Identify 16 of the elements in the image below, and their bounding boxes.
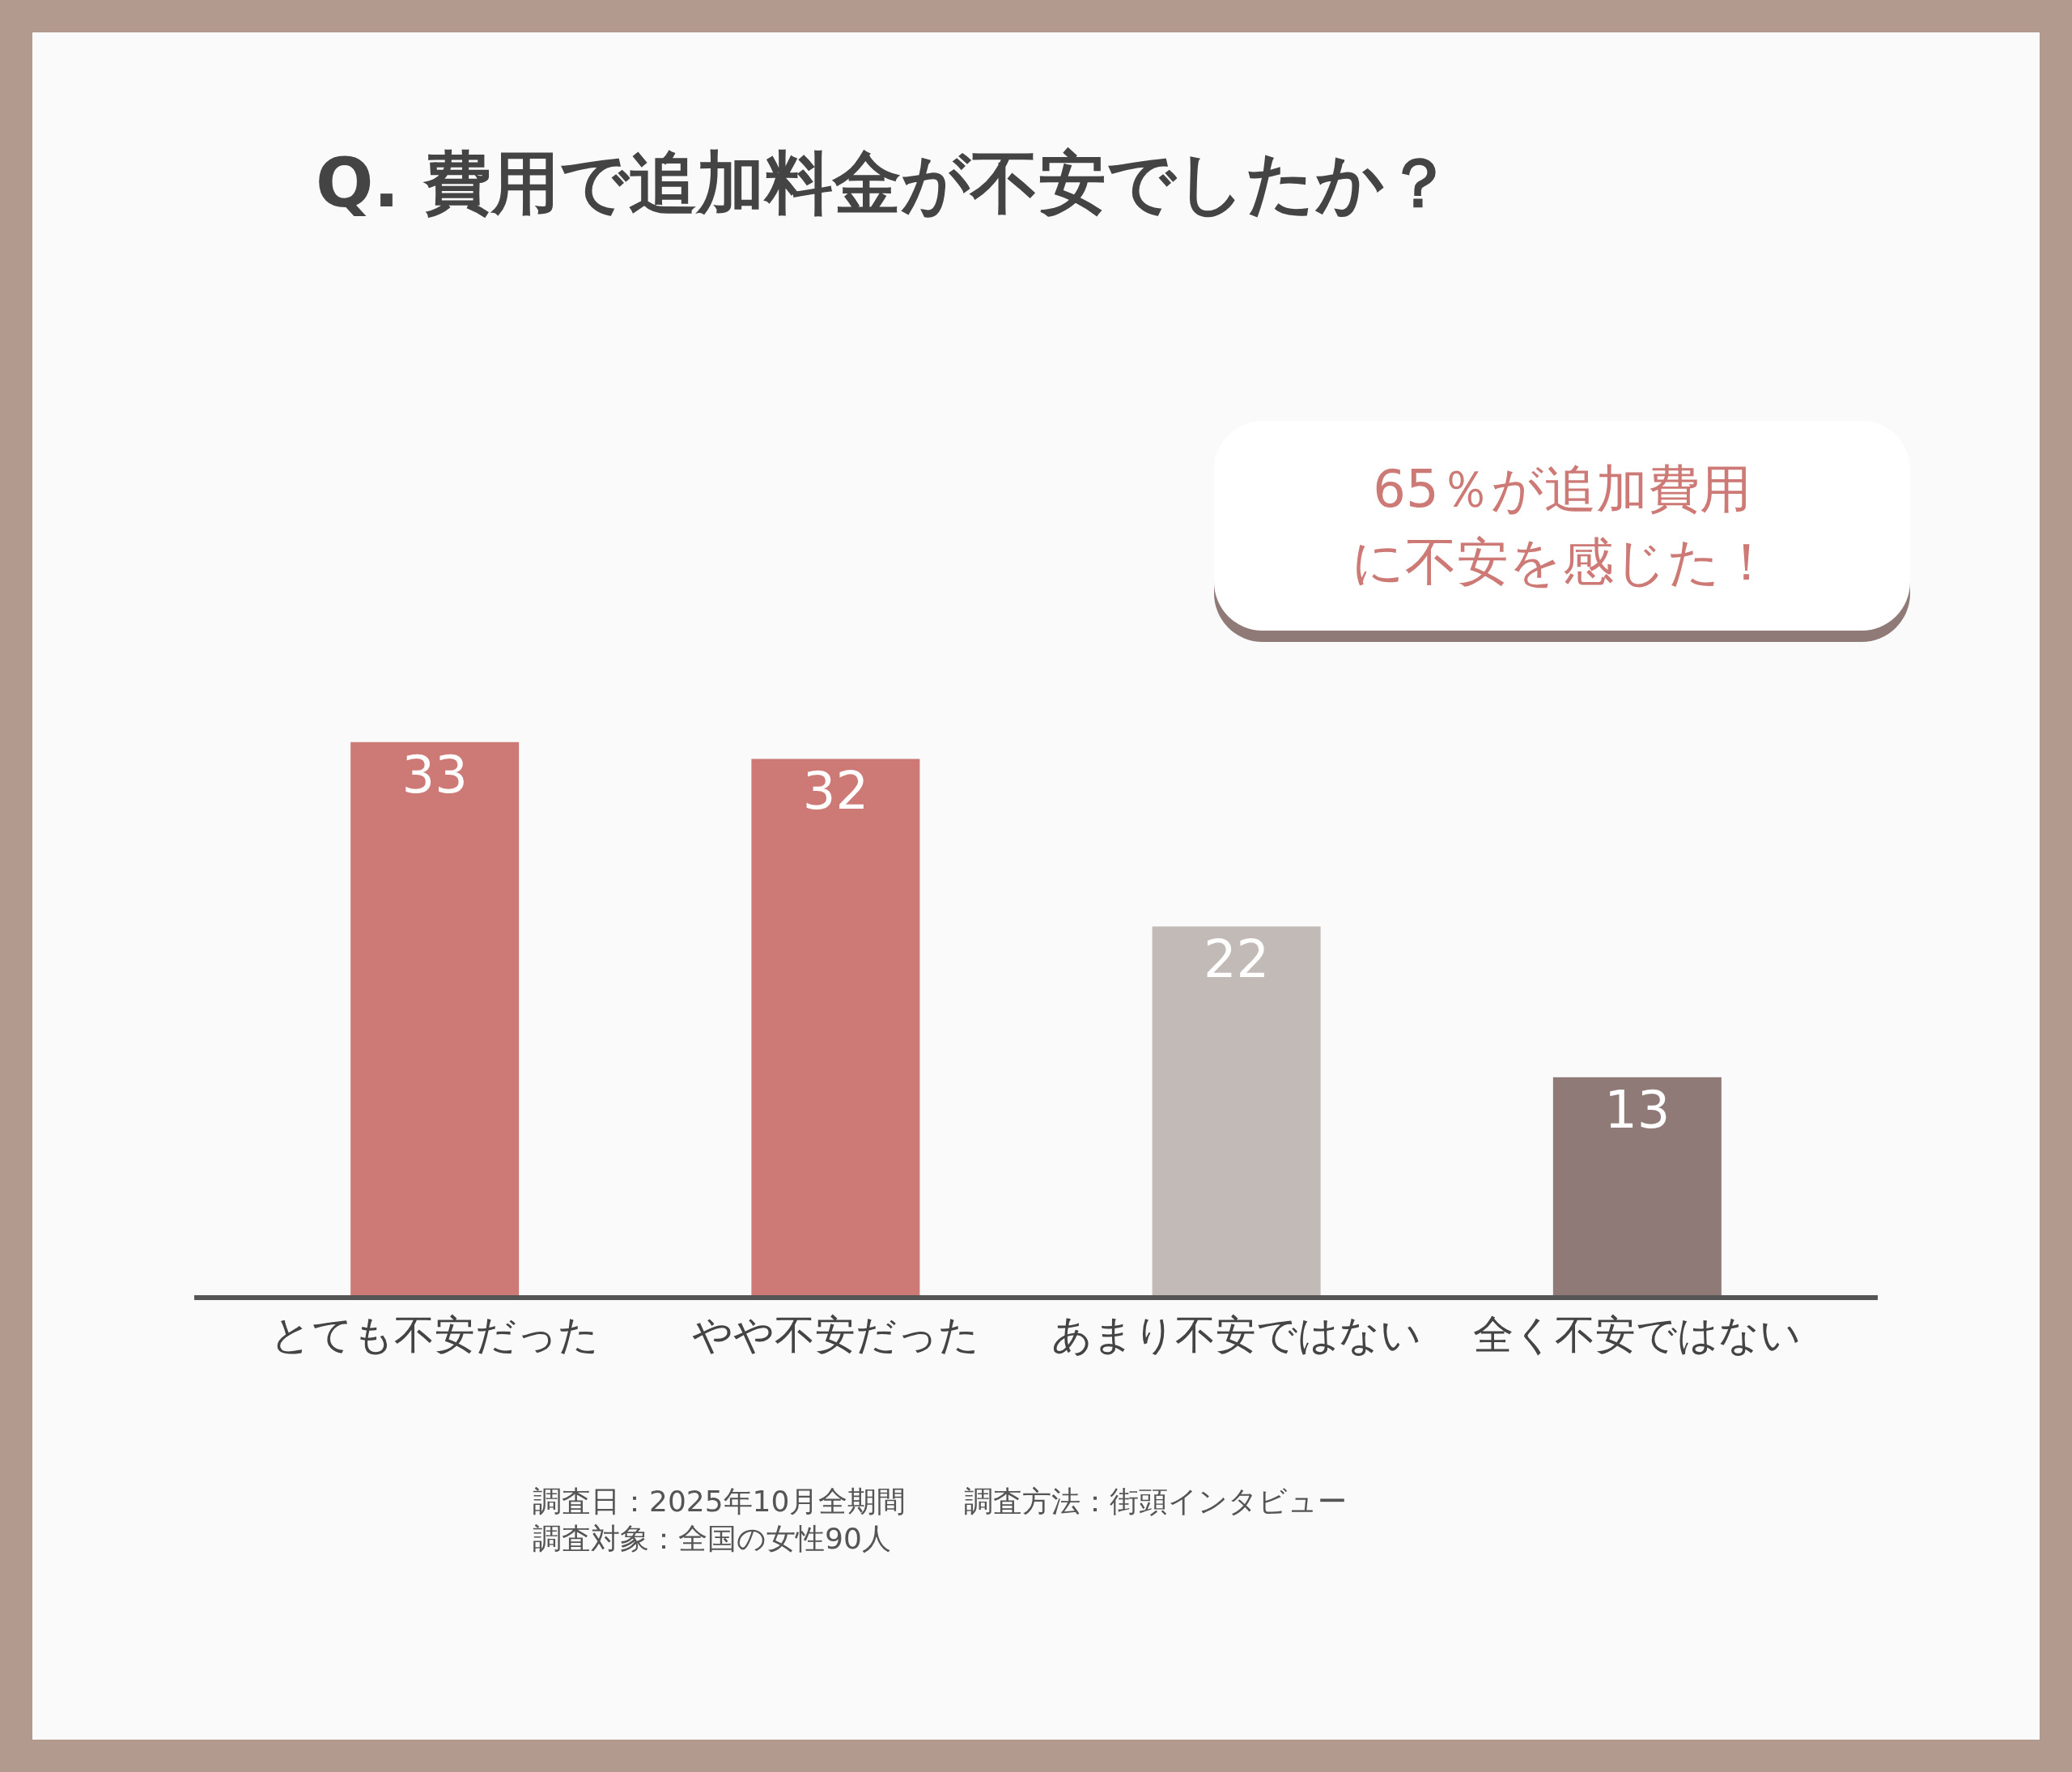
text: 調査対象：全国の女性90人: [533, 1522, 891, 1555]
chart-title: Q. 費用で追加料金が不安でしたか？: [316, 142, 1453, 224]
text: 調査日：2025年10月全期間 調査方法：街頭インタビュー: [533, 1485, 1348, 1518]
x-tick-label: やや不安だった: [691, 1311, 979, 1358]
x-tick-label: あまり不安ではない: [1051, 1311, 1422, 1358]
bar: [1552, 1077, 1722, 1295]
data-label: 13: [1604, 1079, 1671, 1140]
bar: [350, 742, 520, 1295]
text: 65％が追加費用に不安を感じた！: [1352, 458, 1773, 593]
bar: [1152, 926, 1321, 1295]
data-label: 33: [401, 744, 468, 805]
x-tick-label: とても不安だった: [270, 1311, 600, 1358]
data-label: 22: [1203, 928, 1270, 989]
bar: [751, 759, 920, 1295]
x-tick-label: 全く不安ではない: [1473, 1311, 1802, 1358]
data-label: 32: [802, 761, 869, 822]
